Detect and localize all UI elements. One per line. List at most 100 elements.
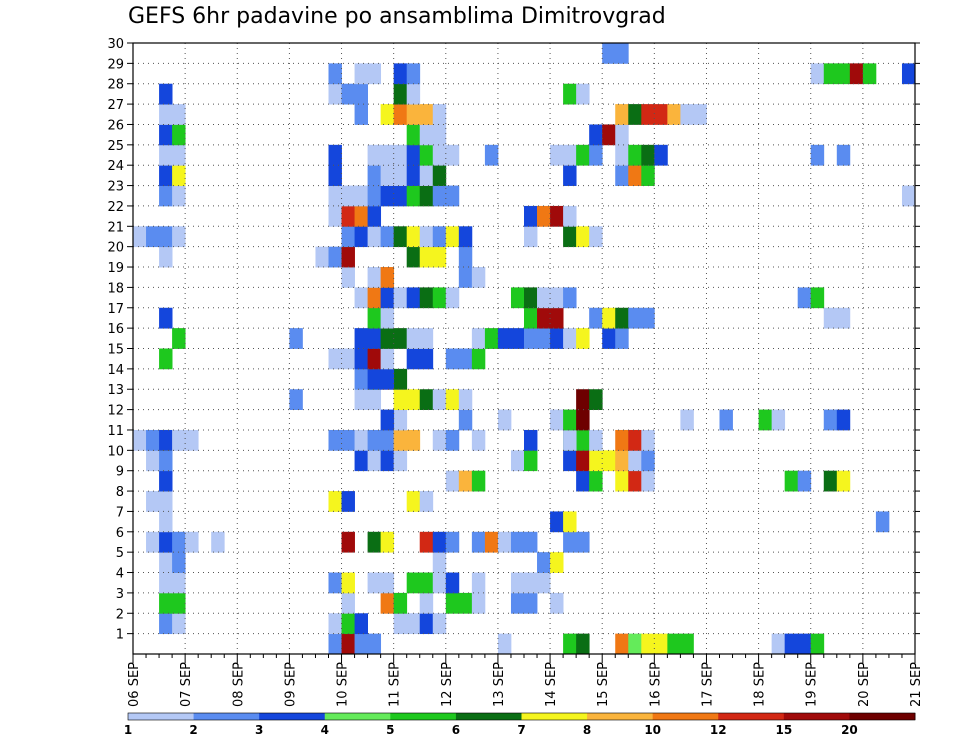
heatmap-cell — [628, 470, 642, 492]
heatmap-cell — [693, 104, 707, 125]
y-tick-label: 30 — [107, 37, 124, 52]
colorbar-swatch — [128, 713, 195, 720]
y-tick-label: 25 — [107, 139, 124, 154]
grid-lines — [133, 43, 915, 654]
heatmap-cell — [341, 83, 355, 105]
heatmap-cell — [406, 104, 421, 125]
x-tick-label: 14 SEP — [544, 662, 559, 707]
heatmap-cell — [419, 287, 434, 309]
heatmap-cell — [159, 104, 173, 125]
heatmap-cell — [810, 63, 825, 85]
colorbar-swatch — [652, 713, 719, 720]
heatmap-cell — [589, 307, 603, 329]
heatmap-cell — [367, 368, 382, 390]
heatmap-cell — [510, 450, 525, 472]
heatmap-cell — [563, 205, 577, 227]
heatmap-cell — [445, 226, 460, 248]
heatmap-cell — [810, 287, 825, 309]
heatmap-cell — [380, 368, 395, 390]
heatmap-cell — [589, 124, 603, 146]
heatmap-cell — [185, 531, 199, 553]
heatmap-cell — [159, 348, 173, 370]
y-tick-label: 4 — [116, 567, 124, 582]
heatmap-cell — [159, 491, 173, 512]
x-axis-ticks: 06 SEP 07 SEP 08 SEP 09 SEP 10 SEP 11 SEP 12 S… — [127, 654, 924, 707]
heatmap-cell — [354, 633, 368, 655]
heatmap-cell — [445, 531, 460, 553]
heatmap-cell — [576, 470, 590, 492]
heatmap-cell — [458, 389, 473, 410]
heatmap-cell — [367, 450, 382, 472]
heatmap-cell — [406, 246, 421, 268]
heatmap-cell — [328, 165, 342, 186]
heatmap-cell — [823, 63, 838, 85]
x-tick-label: 20 SEP — [857, 662, 872, 707]
heatmap-cell — [289, 389, 303, 410]
heatmap-cell — [159, 429, 173, 451]
heatmap-cell — [367, 287, 382, 309]
x-tick-label: 15 SEP — [596, 662, 611, 707]
y-tick-label: 19 — [107, 261, 124, 276]
heatmap-cell — [354, 429, 368, 451]
heatmap-cell — [524, 205, 538, 227]
heatmap-cell — [862, 63, 877, 85]
y-tick-label: 26 — [107, 118, 124, 133]
y-tick-label: 1 — [116, 628, 124, 643]
heatmap-cell — [159, 511, 173, 533]
colorbar-frame — [127, 712, 916, 721]
heatmap-cell — [641, 450, 655, 472]
heatmap-cell — [367, 185, 382, 207]
heatmap-cell — [406, 226, 421, 248]
heatmap-cell — [563, 144, 577, 166]
y-tick-label: 6 — [116, 526, 124, 541]
heatmap-cell — [458, 267, 473, 288]
heatmap-cell — [419, 165, 434, 186]
heatmap-cell — [172, 144, 186, 166]
x-tick-label: 12 SEP — [440, 662, 455, 707]
colorbar-label: 1 — [124, 723, 132, 737]
heatmap-cell — [458, 246, 473, 268]
heatmap-cell — [602, 43, 616, 64]
heatmap-cell — [680, 633, 694, 655]
heatmap-cell — [471, 348, 486, 370]
colorbar-label: 3 — [255, 723, 263, 737]
heatmap-cell — [615, 43, 629, 64]
heatmap-cell — [576, 83, 590, 105]
heatmap-cell — [576, 144, 590, 166]
heatmap-cell — [537, 572, 551, 594]
heatmap-cell — [393, 613, 408, 635]
heatmap-cell — [602, 307, 616, 329]
heatmap-cell — [328, 185, 342, 207]
heatmap-cell — [719, 409, 733, 431]
heatmap-cell — [354, 83, 368, 105]
heatmap-cell — [380, 429, 395, 451]
heatmap-cell — [563, 165, 577, 186]
heatmap-cell — [615, 104, 629, 125]
heatmap-cell — [576, 531, 590, 553]
heatmap-cell — [380, 104, 395, 125]
heatmap-cell — [341, 185, 355, 207]
heatmap-cell — [341, 267, 355, 288]
heatmap-cell — [328, 572, 342, 594]
heatmap-cell — [380, 165, 395, 186]
heatmap-cell — [445, 185, 460, 207]
heatmap-cell — [901, 185, 916, 207]
heatmap-cell — [602, 124, 616, 146]
heatmap-cell — [550, 205, 564, 227]
heatmap-cell — [680, 104, 694, 125]
y-tick-label: 8 — [116, 485, 124, 500]
colorbar-label: 20 — [841, 723, 858, 737]
heatmap-cell — [589, 450, 603, 472]
heatmap-cell — [133, 429, 147, 451]
heatmap-cell — [380, 450, 395, 472]
heatmap-cell — [328, 348, 342, 370]
heatmap-cell — [341, 592, 355, 614]
colorbar-swatch — [324, 713, 391, 720]
heatmap-cell — [419, 572, 434, 594]
y-tick-label: 2 — [116, 607, 124, 622]
y-tick-label: 12 — [107, 404, 124, 419]
colorbar-label: 5 — [386, 723, 394, 737]
heatmap-cell — [628, 307, 642, 329]
heatmap-cell — [615, 470, 629, 492]
heatmap-cell — [367, 63, 382, 85]
